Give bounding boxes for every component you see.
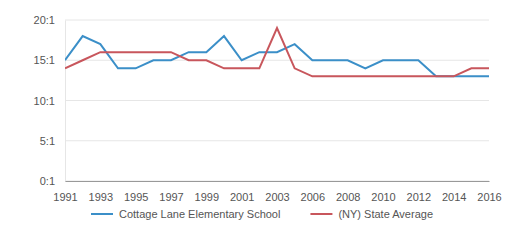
- x-tick: 2014: [442, 181, 466, 203]
- x-tick: 2006: [301, 181, 325, 203]
- y-axis: 0:1 5:1 10:1 15:1 20:1: [34, 14, 66, 187]
- x-tick: 2001: [230, 181, 254, 203]
- grid-line: [65, 60, 489, 61]
- y-tick-label: 5:1: [40, 135, 55, 147]
- x-tick: 1999: [195, 181, 219, 203]
- x-tick-label: 2003: [265, 191, 289, 203]
- series-line: [65, 28, 489, 76]
- legend-label: Cottage Lane Elementary School: [119, 208, 280, 220]
- x-tick-label: 1995: [124, 191, 148, 203]
- grid-line: [65, 140, 489, 141]
- grid: [65, 20, 489, 181]
- plot-area: [65, 28, 489, 76]
- x-tick: 2008: [336, 181, 360, 203]
- x-tick: 1997: [159, 181, 183, 203]
- x-axis: 1991 1993 1995 1997 1999 2001 2003 2006 2008 2010…: [53, 181, 501, 203]
- y-tick: 10:1: [34, 95, 65, 107]
- x-tick-label: 2016: [477, 191, 501, 203]
- grid-line: [65, 100, 489, 101]
- x-tick-label: 1997: [159, 191, 183, 203]
- x-tick: 1995: [124, 181, 148, 203]
- x-tick-label: 2001: [230, 191, 254, 203]
- x-tick-label: 2012: [407, 191, 431, 203]
- grid-line: [65, 20, 489, 21]
- grid-line: [65, 181, 489, 182]
- legend-key: [310, 213, 332, 215]
- x-tick-label: 1991: [53, 191, 77, 203]
- y-tick-label: 0:1: [40, 175, 55, 187]
- x-tick: 1993: [89, 181, 113, 203]
- x-tick-label: 2006: [301, 191, 325, 203]
- y-tick: 15:1: [34, 54, 65, 66]
- x-tick: 2003: [265, 181, 289, 203]
- legend-key: [91, 213, 113, 215]
- legend-item: Cottage Lane Elementary School: [91, 208, 280, 220]
- x-tick: 2010: [371, 181, 395, 203]
- y-tick: 20:1: [34, 14, 65, 26]
- x-tick: 2016: [477, 181, 501, 203]
- legend-item: (NY) State Average: [310, 208, 433, 220]
- x-tick: 1991: [53, 181, 77, 203]
- y-tick-label: 10:1: [34, 95, 55, 107]
- y-axis-line: [65, 21, 66, 182]
- x-tick: 2012: [407, 181, 431, 203]
- x-tick-label: 2014: [442, 191, 466, 203]
- y-tick: 0:1: [40, 175, 65, 187]
- chart: 0:1 5:1 10:1 15:1 20:1 1991 1993 1995 1997 1999 20…: [0, 0, 524, 230]
- x-tick-label: 2010: [371, 191, 395, 203]
- x-tick-label: 1999: [195, 191, 219, 203]
- y-tick: 5:1: [40, 135, 65, 147]
- x-tick-label: 1993: [89, 191, 113, 203]
- legend-label: (NY) State Average: [338, 208, 433, 220]
- y-tick-label: 20:1: [34, 14, 55, 26]
- legend: Cottage Lane Elementary School (NY) State…: [91, 208, 433, 220]
- y-tick-label: 15:1: [34, 54, 55, 66]
- x-axis-line: [66, 181, 490, 182]
- x-tick-label: 2008: [336, 191, 360, 203]
- series-line: [65, 36, 489, 76]
